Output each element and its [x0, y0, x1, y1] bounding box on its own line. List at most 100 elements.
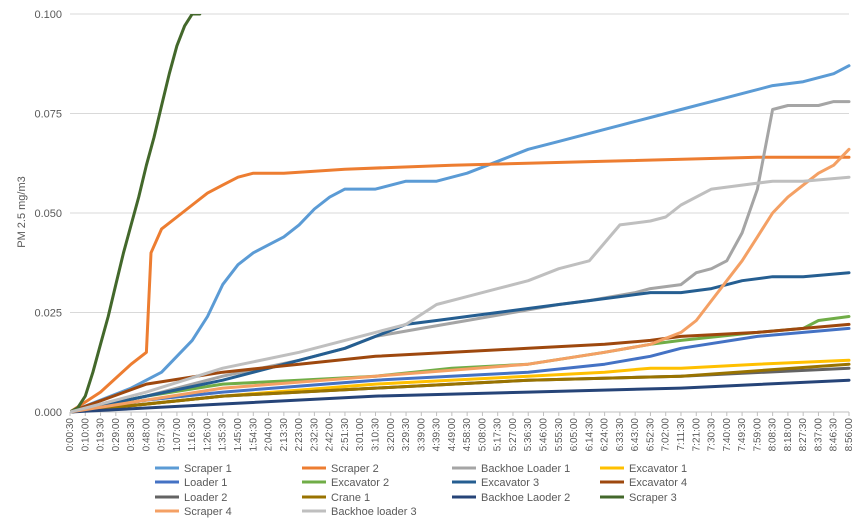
- legend-item: Scraper 3: [600, 492, 677, 504]
- series-line-loader-1: [70, 326, 851, 414]
- x-tick-label: 1:16:30: [187, 418, 198, 452]
- x-tick-label: 6:05:00: [569, 418, 580, 452]
- x-tick-label: 3:10:30: [370, 418, 381, 452]
- series-lines: [70, 14, 851, 414]
- y-axis-title: PM 2.5 mg/m3: [16, 176, 28, 248]
- legend-label: Excavator 2: [331, 477, 389, 489]
- x-tick-label: 2:13:30: [279, 418, 290, 452]
- legend: Scraper 1 Scraper 2 Backhoe Loader 1 Excava…: [155, 463, 687, 518]
- legend-item: Crane 1: [302, 492, 370, 504]
- x-tick-label: 0:57:30: [157, 418, 168, 452]
- y-tick-label: 0.000: [34, 407, 62, 419]
- x-tick-label: 5:55:30: [554, 418, 565, 452]
- legend-item: Scraper 2: [302, 463, 379, 475]
- x-tick-label: 1:45:00: [233, 418, 244, 452]
- y-tick-label: 0.075: [34, 109, 62, 121]
- x-tick-label: 1:26:00: [202, 418, 213, 452]
- legend-label: Backhoe loader 3: [331, 506, 417, 518]
- legend-label: Loader 1: [184, 477, 227, 489]
- x-tick-label: 8:56:00: [844, 418, 855, 452]
- x-tick-label: 5:08:00: [477, 418, 488, 452]
- x-tick-label: 0:10:00: [80, 418, 91, 452]
- legend-item: Backhoe loader 3: [302, 506, 417, 518]
- x-tick-label: 6:43:00: [630, 418, 641, 452]
- x-tick-label: 2:51:30: [340, 418, 351, 452]
- x-tick-label: 3:29:30: [401, 418, 412, 452]
- y-tick-labels: 0.000 0.025 0.050 0.075 0.100: [34, 9, 62, 419]
- legend-item: Scraper 1: [155, 463, 232, 475]
- x-tick-label: 7:40:00: [722, 418, 733, 452]
- series-line-scraper-1: [70, 64, 851, 414]
- legend-item: Excavator 1: [600, 463, 687, 475]
- x-tick-label: 4:58:30: [462, 418, 473, 452]
- legend-item: Loader 2: [155, 492, 227, 504]
- x-tick-label: 7:30:30: [707, 418, 718, 452]
- x-tick-label: 1:35:30: [218, 418, 229, 452]
- legend-label: Crane 1: [331, 492, 370, 504]
- x-tick-label: 7:59:00: [752, 418, 763, 452]
- series-line-excavator-3: [70, 271, 851, 414]
- x-tick-label: 5:27:00: [508, 418, 519, 452]
- x-tick-label: 8:46:30: [829, 418, 840, 452]
- x-tick-label: 3:01:00: [355, 418, 366, 452]
- x-tick-label: 0:19:30: [96, 418, 107, 452]
- legend-label: Backhoe Laoder 2: [481, 492, 570, 504]
- x-tick-label: 0:38:30: [126, 418, 137, 452]
- x-tick-label: 8:18:00: [783, 418, 794, 452]
- x-tick-label: 8:27:30: [798, 418, 809, 452]
- legend-item: Backhoe Laoder 2: [452, 492, 570, 504]
- legend-item: Backhoe Loader 1: [452, 463, 570, 475]
- x-tick-label: 2:42:00: [325, 418, 336, 452]
- x-tick-label: 6:14:30: [584, 418, 595, 452]
- series-line-backhoe-laoder-2: [70, 378, 851, 414]
- legend-item: Loader 1: [155, 477, 227, 489]
- x-tick-label: 7:11:30: [676, 418, 687, 451]
- x-tick-label: 6:52:30: [645, 418, 656, 452]
- x-tick-label: 7:49:30: [737, 418, 748, 452]
- x-tick-label: 8:37:00: [813, 418, 824, 452]
- legend-item: Excavator 2: [302, 477, 389, 489]
- legend-label: Scraper 2: [331, 463, 379, 475]
- x-tick-label: 2:04:00: [264, 418, 275, 452]
- x-tick-label: 3:20:00: [386, 418, 397, 452]
- y-tick-label: 0.025: [34, 308, 62, 320]
- x-tick-label: 1:54:30: [248, 418, 259, 452]
- y-tick-label: 0.100: [34, 9, 62, 21]
- x-tick-label: 7:21:00: [691, 418, 702, 452]
- legend-item: Excavator 4: [600, 477, 687, 489]
- y-tick-label: 0.050: [34, 208, 62, 220]
- legend-label: Scraper 4: [184, 506, 232, 518]
- x-tick-label: 2:23:00: [294, 418, 305, 452]
- x-tick-label: 7:02:00: [661, 418, 672, 452]
- legend-label: Scraper 1: [184, 463, 232, 475]
- x-tick-labels: 0:00:30 0:10:00 0:19:30 0:29:00 0:38:30 0:48:…: [65, 411, 855, 452]
- legend-label: Excavator 4: [629, 477, 687, 489]
- x-tick-label: 5:46:00: [539, 418, 550, 452]
- legend-item: Excavator 3: [452, 477, 539, 489]
- legend-label: Excavator 1: [629, 463, 687, 475]
- series-line-scraper-3: [70, 14, 202, 414]
- x-tick-label: 3:39:00: [416, 418, 427, 452]
- x-tick-label: 0:29:00: [111, 418, 122, 452]
- x-tick-label: 0:00:30: [65, 418, 76, 452]
- legend-label: Excavator 3: [481, 477, 539, 489]
- x-tick-label: 6:24:00: [600, 418, 611, 452]
- x-tick-label: 4:49:00: [447, 418, 458, 452]
- series-line-scraper-2: [70, 155, 851, 414]
- series-line-backhoe-loader-3: [70, 175, 851, 414]
- series-line-excavator-4: [70, 322, 851, 414]
- legend-label: Backhoe Loader 1: [481, 463, 570, 475]
- x-tick-label: 5:36:30: [523, 418, 534, 452]
- x-tick-label: 1:07:00: [172, 418, 183, 452]
- legend-item: Scraper 4: [155, 506, 232, 518]
- legend-label: Scraper 3: [629, 492, 677, 504]
- x-tick-label: 4:39:30: [432, 418, 443, 452]
- x-tick-label: 2:32:30: [309, 418, 320, 452]
- x-tick-label: 0:48:00: [141, 418, 152, 452]
- x-tick-label: 6:33:30: [615, 418, 626, 452]
- series-line-crane-1: [70, 362, 851, 414]
- legend-label: Loader 2: [184, 492, 227, 504]
- x-tick-label: 8:08:30: [768, 418, 779, 452]
- x-tick-label: 5:17:30: [493, 418, 504, 452]
